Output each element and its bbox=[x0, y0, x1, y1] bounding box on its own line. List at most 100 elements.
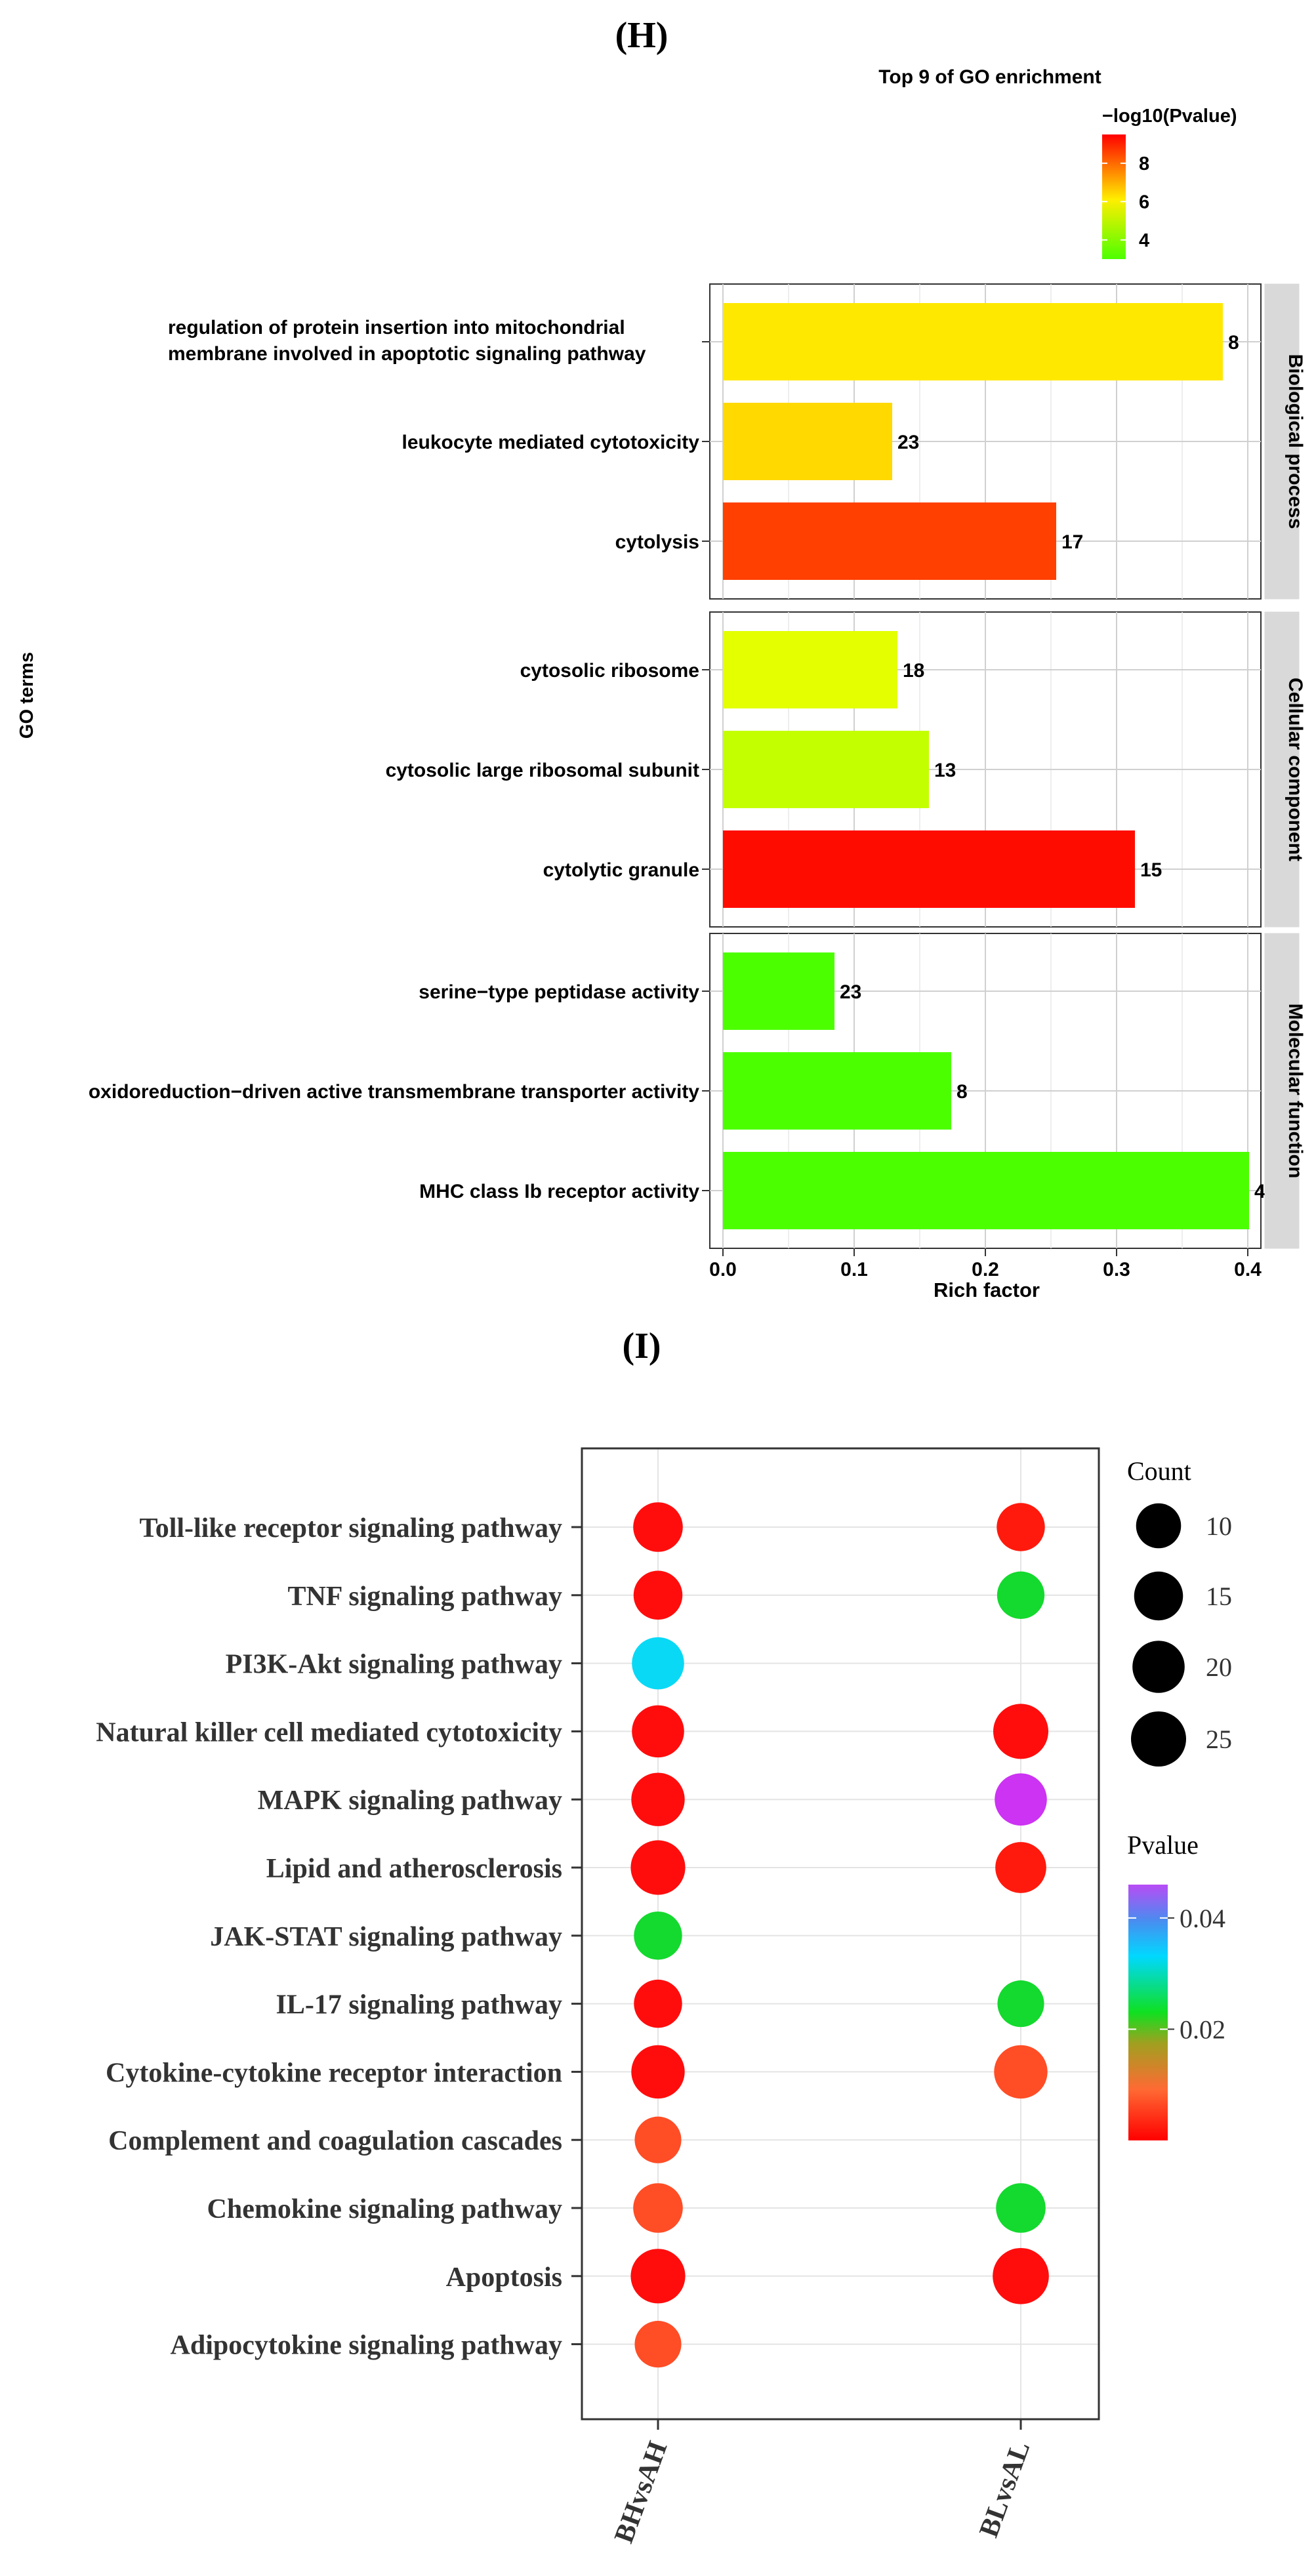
y-tick-label: TNF signaling pathway bbox=[287, 1582, 562, 1612]
bar-cytosolic-large-ribosomal-subunit bbox=[723, 731, 929, 808]
bar-mhc-class-ib-receptor-activity bbox=[723, 1152, 1249, 1229]
bar-count-label: 8 bbox=[1228, 332, 1239, 354]
bar-count-label: 18 bbox=[903, 660, 924, 682]
bar-leukocyte-mediated-cytotoxicity bbox=[723, 403, 892, 480]
bubble-bhvsah-jak-stat-signaling-pathway bbox=[634, 1912, 682, 1960]
y-tick-label: Complement and coagulation cascades bbox=[108, 2126, 562, 2156]
bar-oxidoreduction-driven-active-transmembra bbox=[723, 1052, 951, 1130]
bubble-blvsal-il-17-signaling-pathway bbox=[997, 1980, 1044, 2028]
y-tick-label: Apoptosis bbox=[446, 2262, 562, 2293]
bar-cytosolic-ribosome bbox=[723, 631, 897, 708]
bubble-blvsal-natural-killer-cell-mediated-c bbox=[993, 1704, 1048, 1759]
bubble-blvsal-apoptosis bbox=[993, 2247, 1049, 2304]
kegg-bubble-chart: Toll-like receptor signaling pathway TNF … bbox=[96, 1447, 1232, 2547]
bar-count-label: 23 bbox=[897, 432, 919, 453]
facet-strip-biological-process bbox=[1264, 283, 1300, 600]
x-tick-label: 0.0 bbox=[709, 1259, 737, 1280]
x-tick-label: BHvsAH bbox=[609, 2438, 673, 2547]
bubble-bhvsah-apoptosis bbox=[630, 2249, 686, 2304]
size-legend-label: 20 bbox=[1206, 1652, 1232, 1682]
bubble-bhvsah-mapk-signaling-pathway bbox=[631, 1772, 685, 1826]
y-tick-label: membrane involved in apoptotic signaling… bbox=[168, 343, 646, 365]
bar-count-label: 8 bbox=[956, 1081, 968, 1103]
y-tick-label: Lipid and atherosclerosis bbox=[266, 1854, 562, 1884]
facet-strip-label: Biological process bbox=[1285, 354, 1306, 529]
bar-count-label: 4 bbox=[1254, 1181, 1265, 1202]
size-legend-circle bbox=[1134, 1571, 1183, 1621]
color-legend-h: −log10(Pvalue) 4 6 8 bbox=[1102, 106, 1237, 259]
y-tick-label: cytolysis bbox=[615, 531, 699, 553]
y-tick-label: Adipocytokine signaling pathway bbox=[171, 2331, 562, 2361]
y-tick-label: regulation of protein insertion into mit… bbox=[168, 317, 625, 338]
bubble-bhvsah-adipocytokine-signaling-pathwa bbox=[634, 2321, 682, 2368]
bubble-blvsal-mapk-signaling-pathway bbox=[995, 1773, 1047, 1826]
size-legend-label: 10 bbox=[1206, 1511, 1232, 1541]
y-tick-label: cytosolic large ribosomal subunit bbox=[386, 760, 699, 781]
legend-tick-label: 6 bbox=[1139, 192, 1149, 213]
y-tick-label: MAPK signaling pathway bbox=[258, 1786, 562, 1816]
bubble-blvsal-chemokine-signaling-pathway bbox=[996, 2183, 1046, 2233]
color-legend-i: Pvalue 0.02 0.04 bbox=[1127, 1830, 1225, 2140]
bubble-bhvsah-chemokine-signaling-pathway bbox=[633, 2183, 683, 2233]
chart-i-plot-frame bbox=[581, 1447, 1100, 2421]
bubble-blvsal-tnf-signaling-pathway bbox=[997, 1571, 1045, 1619]
y-tick-label: Toll-like receptor signaling pathway bbox=[140, 1513, 562, 1544]
bubble-blvsal-cytokine-cytokine-receptor-int bbox=[994, 2045, 1048, 2099]
y-tick-label: leukocyte mediated cytotoxicity bbox=[402, 432, 700, 453]
bar-count-label: 13 bbox=[934, 760, 956, 781]
bubble-bhvsah-il-17-signaling-pathway bbox=[634, 1979, 682, 2028]
legend-tick-label: 8 bbox=[1139, 153, 1149, 174]
size-legend-circle bbox=[1136, 1503, 1182, 1549]
bar-cytolysis bbox=[723, 502, 1056, 580]
bubble-blvsal-toll-like-receptor-signaling-p bbox=[997, 1503, 1045, 1551]
y-tick-label: JAK-STAT signaling pathway bbox=[210, 1922, 562, 1952]
chart-h-ylabel: GO terms bbox=[16, 652, 37, 739]
facet-strip-cellular-component bbox=[1264, 611, 1300, 928]
color-legend-i-title: Pvalue bbox=[1127, 1830, 1199, 1860]
size-legend-i: Count 10 15 20 25 bbox=[1127, 1456, 1232, 1767]
y-tick-label: Chemokine signaling pathway bbox=[207, 2194, 562, 2224]
bubble-bhvsah-lipid-and-atherosclerosis bbox=[630, 1840, 686, 1895]
y-tick-label: cytolytic granule bbox=[543, 859, 699, 881]
legend-tick-label: 0.02 bbox=[1180, 2014, 1225, 2044]
x-tick-label: BLvsAL bbox=[974, 2438, 1036, 2541]
bubble-bhvsah-natural-killer-cell-mediated-c bbox=[632, 1705, 684, 1758]
chart-h-title: Top 9 of GO enrichment bbox=[878, 66, 1101, 88]
y-tick-label: IL-17 signaling pathway bbox=[276, 1990, 562, 2020]
bar-cytolytic-granule bbox=[723, 830, 1135, 908]
bar-count-label: 15 bbox=[1140, 859, 1162, 881]
facet-strip-molecular-function bbox=[1264, 933, 1300, 1249]
color-legend-h-title: −log10(Pvalue) bbox=[1102, 106, 1237, 127]
size-legend-label: 15 bbox=[1206, 1582, 1232, 1611]
facet-strip-label: Molecular function bbox=[1285, 1004, 1306, 1179]
panel-h-label: (H) bbox=[615, 15, 668, 56]
y-tick-label: serine−type peptidase activity bbox=[419, 981, 699, 1003]
chart-h-xlabel: Rich factor bbox=[934, 1278, 1040, 1301]
bar-count-label: 23 bbox=[840, 981, 861, 1003]
y-tick-label: oxidoreduction−driven active transmembra… bbox=[89, 1081, 699, 1103]
bar-regulation-of-protein-insertion-into-mit bbox=[723, 303, 1223, 380]
go-enrichment-bar-chart: Top 9 of GO enrichment −log10(Pvalue) 4 6… bbox=[16, 66, 1306, 1301]
x-tick-label: 0.3 bbox=[1103, 1259, 1130, 1280]
bar-count-label: 17 bbox=[1061, 531, 1083, 553]
size-legend-label: 25 bbox=[1206, 1725, 1232, 1754]
bar-serine-type-peptidase-activity bbox=[723, 952, 834, 1030]
facet-strip-label: Cellular component bbox=[1285, 678, 1306, 861]
bubble-bhvsah-pi3k-akt-signaling-pathway bbox=[632, 1637, 684, 1690]
x-tick-label: 0.4 bbox=[1234, 1259, 1262, 1280]
color-legend-i-bar bbox=[1128, 1885, 1168, 2140]
y-tick-label: PI3K-Akt signaling pathway bbox=[226, 1650, 562, 1680]
x-tick-label: 0.2 bbox=[972, 1259, 999, 1280]
panel-i-label: (I) bbox=[622, 1326, 661, 1366]
y-tick-label: Cytokine-cytokine receptor interaction bbox=[106, 2058, 562, 2088]
color-legend-h-bar bbox=[1102, 134, 1126, 259]
bubble-bhvsah-complement-and-coagulation-cas bbox=[634, 2116, 682, 2163]
bubble-bhvsah-cytokine-cytokine-receptor-int bbox=[631, 2045, 685, 2099]
size-legend-circle bbox=[1131, 1711, 1186, 1767]
bubble-bhvsah-tnf-signaling-pathway bbox=[633, 1570, 683, 1620]
size-legend-i-title: Count bbox=[1127, 1456, 1191, 1486]
legend-tick-label: 0.04 bbox=[1180, 1904, 1225, 1933]
size-legend-circle bbox=[1132, 1641, 1185, 1693]
y-tick-label: Natural killer cell mediated cytotoxicit… bbox=[96, 1717, 562, 1748]
